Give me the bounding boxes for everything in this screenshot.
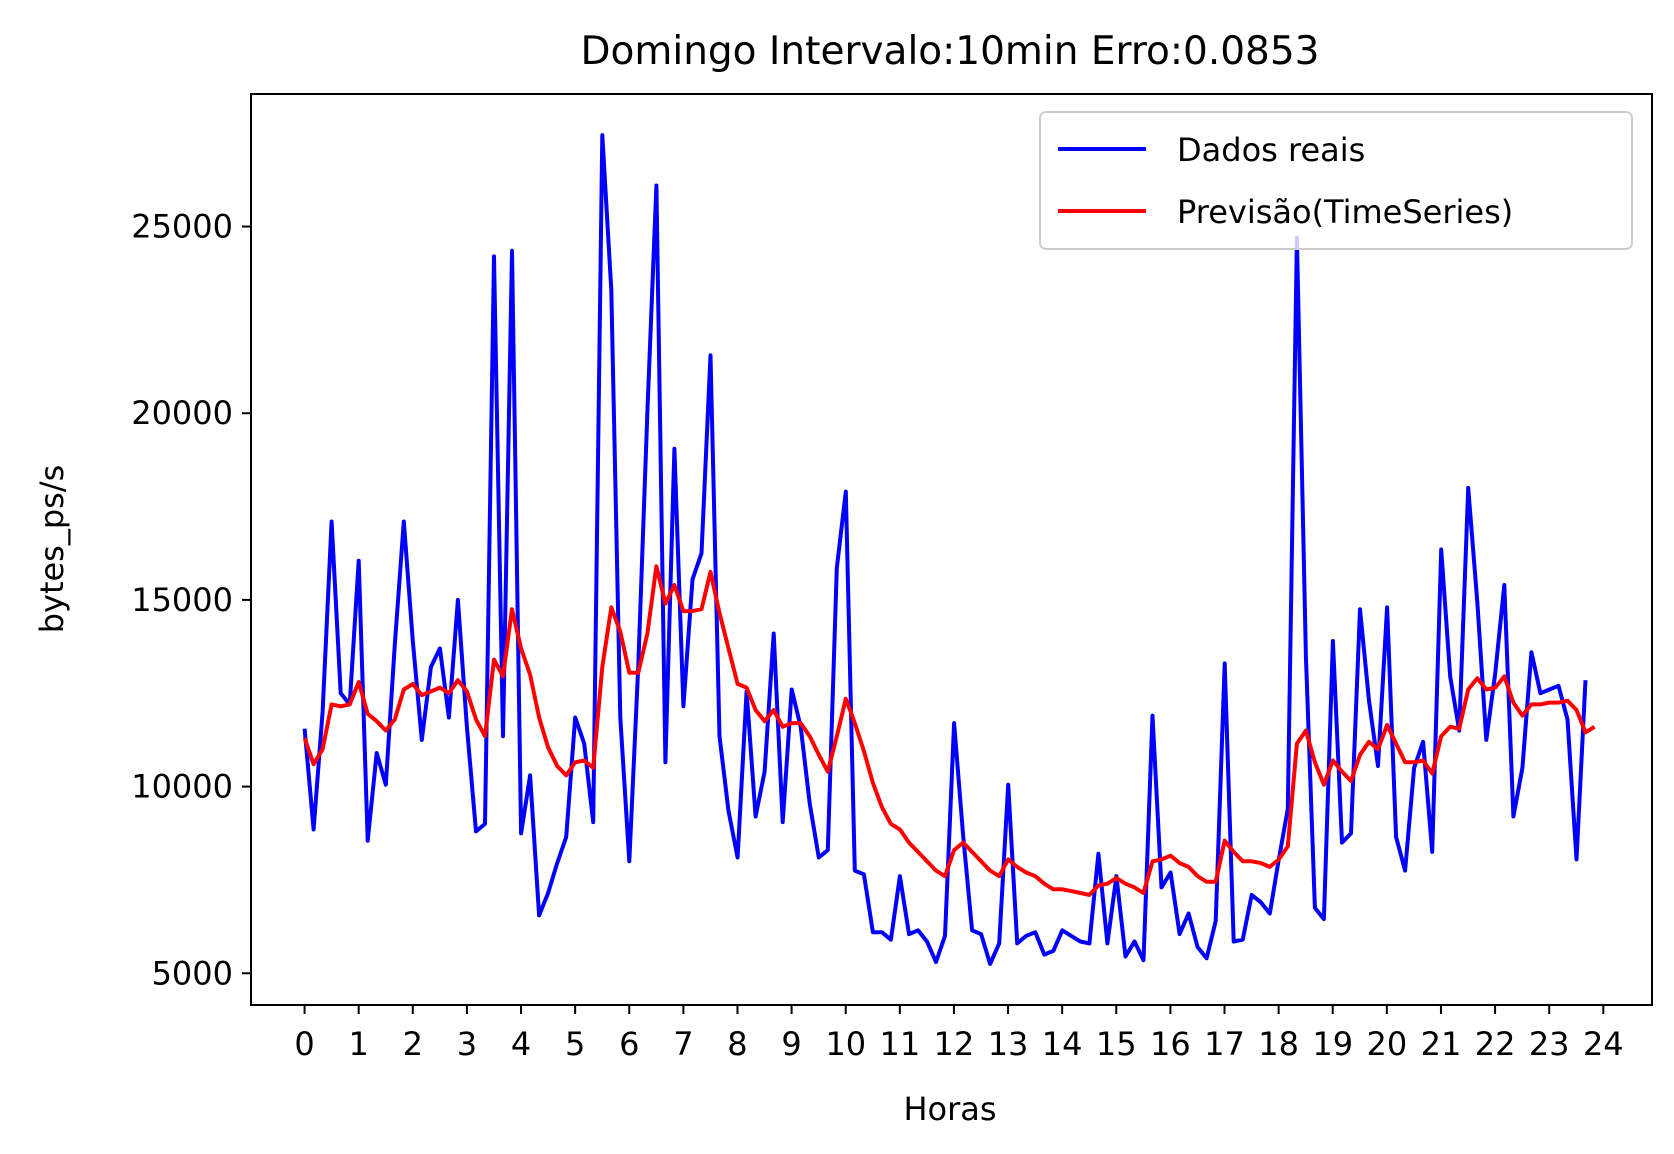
x-axis-ticks: 0 1 2 3 4 5 6 7 8 9 10 11 12 13 14 15 16 17 18 19 20 21 22 23 24 <box>294 1005 1624 1063</box>
x-tick-label: 24 <box>1583 1025 1624 1063</box>
x-tick-label: 11 <box>879 1025 920 1063</box>
series-line-0 <box>302 133 1588 966</box>
x-tick-label: 17 <box>1204 1025 1245 1063</box>
y-tick-label: 15000 <box>131 581 233 619</box>
y-tick-label: 5000 <box>152 954 233 992</box>
x-tick-label: 7 <box>673 1025 693 1063</box>
x-tick-label: 5 <box>565 1025 585 1063</box>
legend: Dados reais Previsão(TimeSeries) <box>1039 111 1633 250</box>
legend-label-dados-reais: Dados reais <box>1177 131 1365 169</box>
y-axis-ticks: 5000 10000 15000 20000 25000 <box>131 208 251 992</box>
x-tick-label: 6 <box>619 1025 639 1063</box>
x-tick-label: 23 <box>1529 1025 1570 1063</box>
x-tick-label: 10 <box>825 1025 866 1063</box>
x-tick-label: 13 <box>988 1025 1029 1063</box>
legend-box <box>1039 111 1633 250</box>
legend-label-previsao: Previsão(TimeSeries) <box>1177 193 1513 231</box>
y-tick-label: 25000 <box>131 208 233 246</box>
x-tick-label: 19 <box>1312 1025 1353 1063</box>
x-tick-label: 1 <box>349 1025 369 1063</box>
x-tick-label: 14 <box>1042 1025 1083 1063</box>
x-tick-label: 21 <box>1421 1025 1462 1063</box>
plot-series <box>302 133 1596 966</box>
chart-title: Domingo Intervalo:10min Erro:0.0853 <box>580 29 1319 74</box>
x-tick-label: 0 <box>294 1025 314 1063</box>
x-tick-label: 4 <box>511 1025 531 1063</box>
x-tick-label: 8 <box>727 1025 747 1063</box>
x-axis-label: Horas <box>903 1090 996 1128</box>
y-tick-label: 20000 <box>131 394 233 432</box>
plot-area-frame <box>250 93 1653 1006</box>
x-tick-label: 20 <box>1366 1025 1407 1063</box>
x-tick-label: 15 <box>1096 1025 1137 1063</box>
x-tick-label: 9 <box>781 1025 801 1063</box>
y-tick-label: 10000 <box>131 768 233 806</box>
y-axis-label: bytes_ps/s <box>33 465 71 634</box>
x-tick-label: 12 <box>934 1025 975 1063</box>
x-tick-label: 16 <box>1150 1025 1191 1063</box>
x-tick-label: 18 <box>1258 1025 1299 1063</box>
x-tick-label: 3 <box>457 1025 477 1063</box>
x-tick-label: 2 <box>403 1025 423 1063</box>
series-line-1 <box>302 564 1596 897</box>
x-tick-label: 22 <box>1475 1025 1516 1063</box>
